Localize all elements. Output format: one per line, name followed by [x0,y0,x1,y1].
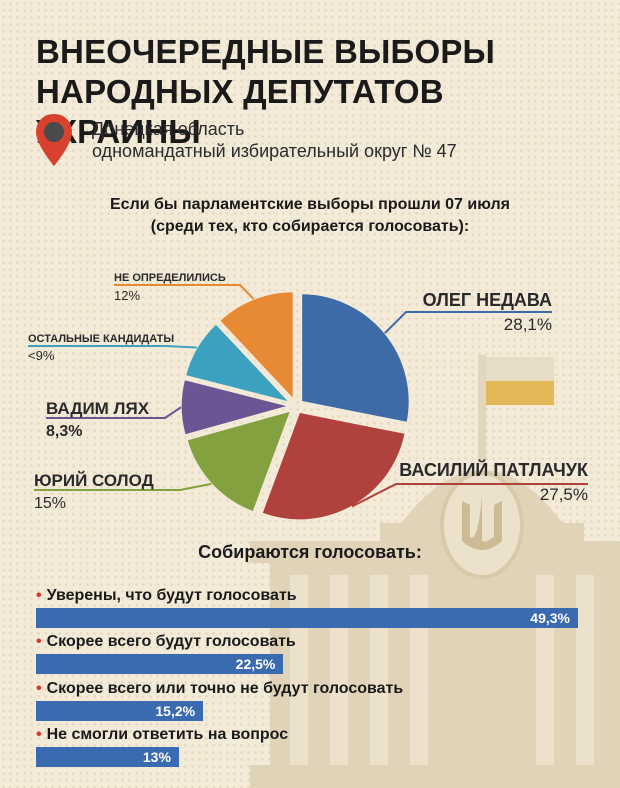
pie-slice-3 [180,378,292,437]
label-2-name: ЮРИЙ СОЛОД [34,471,154,490]
bar-label-1: • Уверены, что будут голосовать [36,587,297,604]
question-line-1: Если бы парламентские выборы прошли 07 и… [110,196,510,213]
bar-2: 22,5% [36,654,284,674]
bar-1: 49,3% [36,608,578,628]
bullet-icon: • [36,587,42,604]
bar-label-3: • Скорее всего или точно не будут голосов… [36,680,404,697]
label-2-value: 15% [34,495,66,512]
leader-line-1 [351,483,588,508]
label-0-value: 28,1% [504,315,552,334]
trident-emblem [440,471,524,579]
leader-line-0 [384,311,552,334]
bar-row-4: • Не смогли ответить на вопрос 13% [36,726,596,767]
label-3-name: ВАДИМ ЛЯХ [46,399,150,418]
bar-row-3: • Скорее всего или точно не будут голосов… [36,680,596,721]
bar-3: 15,2% [36,701,204,721]
label-4-value: <9% [28,348,55,363]
poll-question: Если бы парламентские выборы прошли 07 и… [0,194,620,238]
bar-value-3: 15,2% [155,703,196,719]
pie-slice-5 [218,290,295,402]
flag-top-stripe [486,357,554,381]
label-4-name: ОСТАЛЬНЫЕ КАНДИДАТЫ [28,333,174,345]
district-name: одномандатный избирательный округ № 47 [92,141,457,161]
bar-4: 13% [36,747,179,767]
label-1-value: 27,5% [540,485,588,504]
leader-line-2 [34,482,212,491]
bullet-icon: • [36,726,42,743]
leader-line-5 [114,284,255,300]
pie-slice-4 [184,322,293,404]
bar-row-1: • Уверены, что будут голосовать 49,3% [36,587,596,628]
bullet-icon: • [36,680,42,697]
pie-slice-2 [185,409,293,513]
region-name: Донецкая область [92,119,245,139]
bar-value-1: 49,3% [530,610,570,626]
bullet-icon: • [36,633,42,650]
map-pin-icon [36,114,72,166]
label-1-name: ВАСИЛИЙ ПАТЛАЧУК [399,459,589,480]
pie-slice-0 [300,292,411,424]
bar-value-2: 22,5% [235,656,276,672]
parliament-building-illustration [250,355,620,788]
bar-label-2: • Скорее всего будут голосовать [36,633,296,650]
bar-chart-title: Собираются голосовать: [198,542,422,562]
location-text: Донецкая область одномандатный избирател… [92,118,457,162]
label-0-name: ОЛЕГ НЕДАВА [423,290,552,310]
flag-bottom-stripe [486,381,554,405]
label-5-value: 12% [114,288,140,303]
bar-label-4: • Не смогли ответить на вопрос [36,726,289,743]
label-3-value: 8,3% [46,423,82,440]
pie-chart: ОЛЕГ НЕДАВА 28,1% ВАСИЛИЙ ПАТЛАЧУК 27,5%… [28,272,589,521]
pie-slice-1 [260,411,407,521]
title-line-1: ВНЕОЧЕРЕДНЫЕ ВЫБОРЫ [36,33,496,70]
label-5-name: НЕ ОПРЕДЕЛИЛИСЬ [114,272,226,284]
bar-row-2: • Скорее всего будут голосовать 22,5% [36,633,596,674]
question-line-2: (среди тех, кто собирается голосовать): [150,218,470,235]
leader-line-3 [46,406,182,419]
leader-line-4 [28,345,198,349]
bar-value-4: 13% [142,749,171,765]
